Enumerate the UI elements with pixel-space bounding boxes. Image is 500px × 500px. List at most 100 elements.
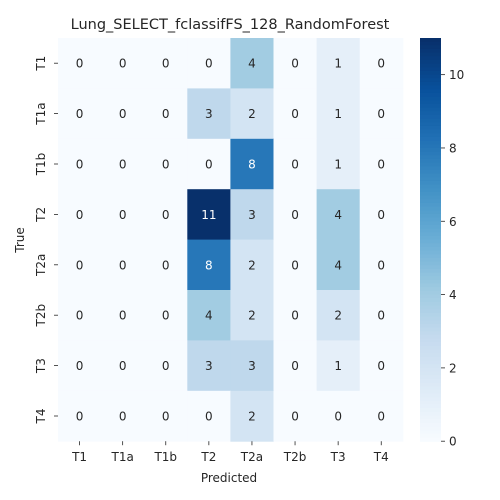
colorbar-segment	[420, 203, 441, 207]
colorbar-segment	[420, 298, 441, 302]
colorbar-segment	[420, 434, 441, 438]
colorbar-segment	[420, 309, 441, 313]
colorbar-segment	[420, 438, 441, 442]
colorbar-segment	[420, 346, 441, 350]
cell-value-label: 4	[334, 208, 342, 222]
x-tick-label: T1a	[110, 450, 133, 464]
cell-value-label: 1	[334, 158, 342, 172]
colorbar-segment	[420, 247, 441, 251]
y-tick-label: T1b	[34, 153, 48, 177]
colorbar-segment	[420, 229, 441, 233]
colorbar-segment	[420, 122, 441, 126]
cell-value-label: 2	[334, 309, 342, 323]
cell-value-label: 0	[291, 208, 299, 222]
colorbar-tick-label: 2	[449, 361, 457, 375]
colorbar-segment	[420, 379, 441, 383]
colorbar-segment	[420, 394, 441, 398]
cell-value-label: 0	[162, 107, 170, 121]
cell-value-label: 0	[291, 309, 299, 323]
colorbar-segment	[420, 430, 441, 434]
cell-value-label: 0	[291, 258, 299, 272]
cell-value-label: 4	[334, 258, 342, 272]
colorbar-segment	[420, 353, 441, 357]
colorbar-segment	[420, 78, 441, 82]
cell-value-label: 0	[291, 57, 299, 71]
colorbar-segment	[420, 350, 441, 354]
y-axis-ticks: T1 T1a T1b T2 T2a T2b T3 T4	[34, 56, 58, 425]
heatmap-cells	[58, 38, 403, 442]
colorbar-segment	[420, 225, 441, 229]
colorbar-segment	[420, 342, 441, 346]
colorbar-segment	[420, 335, 441, 339]
cell-value-label: 2	[248, 258, 256, 272]
colorbar-segment	[420, 93, 441, 97]
colorbar-segment	[420, 64, 441, 68]
y-tick-label: T1	[34, 56, 48, 72]
colorbar-segment	[420, 306, 441, 310]
colorbar-segment	[420, 361, 441, 365]
cell-value-label: 0	[291, 359, 299, 373]
colorbar-segment	[420, 317, 441, 321]
colorbar-segment	[420, 251, 441, 255]
colorbar-segment	[420, 427, 441, 431]
colorbar-segment	[420, 291, 441, 295]
colorbar-segment	[420, 185, 441, 189]
cell-value-label: 3	[205, 107, 213, 121]
cell-value-label: 0	[377, 258, 385, 272]
colorbar-segment	[420, 210, 441, 214]
colorbar-segment	[420, 141, 441, 145]
colorbar-segment	[420, 89, 441, 93]
colorbar-segment	[420, 181, 441, 185]
cell-value-label: 0	[205, 158, 213, 172]
colorbar-segment	[420, 188, 441, 192]
x-axis-label: Predicted	[201, 471, 257, 485]
colorbar-segment	[420, 214, 441, 218]
cell-value-label: 0	[162, 57, 170, 71]
colorbar-segment	[420, 284, 441, 288]
colorbar-segment	[420, 221, 441, 225]
cell-value-label: 0	[162, 258, 170, 272]
cell-value-label: 0	[76, 359, 84, 373]
colorbar-segment	[420, 42, 441, 46]
cell-value-label: 0	[162, 410, 170, 424]
cell-value-label: 0	[76, 208, 84, 222]
cell-value-label: 4	[248, 57, 256, 71]
colorbar-segment	[420, 104, 441, 108]
cell-value-label: 0	[334, 410, 342, 424]
colorbar-segment	[420, 408, 441, 412]
cell-value-label: 0	[291, 158, 299, 172]
cell-value-label: 0	[119, 258, 127, 272]
colorbar-segment	[420, 49, 441, 53]
cell-value-label: 8	[205, 258, 213, 272]
cell-value-label: 0	[291, 107, 299, 121]
colorbar-segment	[420, 144, 441, 148]
colorbar-segment	[420, 302, 441, 306]
cell-value-label: 0	[119, 208, 127, 222]
colorbar-segment	[420, 287, 441, 291]
colorbar-segment	[420, 375, 441, 379]
cell-value-label: 0	[76, 57, 84, 71]
colorbar-segment	[420, 152, 441, 156]
colorbar-segment	[420, 262, 441, 266]
colorbar-segment	[420, 331, 441, 335]
cell-value-label: 0	[119, 359, 127, 373]
colorbar-segment	[420, 405, 441, 409]
colorbar-segment	[420, 401, 441, 405]
y-tick-label: T2	[34, 207, 48, 223]
colorbar-segment	[420, 232, 441, 236]
cell-value-label: 0	[162, 309, 170, 323]
cell-value-label: 0	[377, 107, 385, 121]
colorbar-segment	[420, 111, 441, 115]
colorbar-segment	[420, 295, 441, 299]
cell-value-label: 0	[119, 410, 127, 424]
colorbar-segment	[420, 56, 441, 60]
colorbar-segment	[420, 67, 441, 71]
cell-value-label: 3	[205, 359, 213, 373]
cell-value-label: 0	[119, 57, 127, 71]
cell-value-label: 0	[205, 57, 213, 71]
colorbar-segment	[420, 416, 441, 420]
cell-value-label: 1	[334, 107, 342, 121]
colorbar-segment	[420, 339, 441, 343]
colorbar-segment	[420, 126, 441, 130]
